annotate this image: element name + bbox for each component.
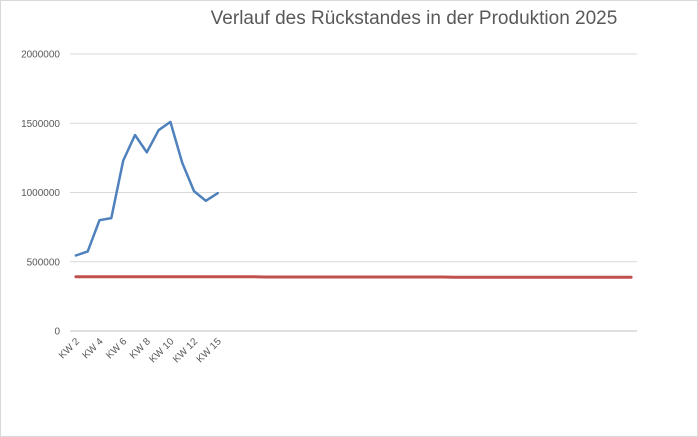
y-tick-label: 0 — [54, 327, 60, 338]
series-line-2 — [74, 275, 633, 279]
x-tick-label: KW 10 — [148, 336, 177, 365]
x-tick-label: KW 4 — [81, 336, 106, 361]
y-tick-label: 500000 — [27, 257, 61, 268]
y-tick-label: 1500000 — [21, 119, 60, 130]
x-tick-label: KW 2 — [57, 336, 82, 361]
series-line-1 — [74, 120, 219, 257]
chart-title: Verlauf des Rückstandes in der Produktio… — [210, 8, 618, 29]
y-tick-label: 1000000 — [21, 188, 60, 199]
x-tick-label: KW 15 — [195, 336, 224, 365]
y-tick-label: 2000000 — [21, 50, 60, 61]
x-tick-label: KW 6 — [104, 336, 129, 361]
x-tick-label: KW 12 — [171, 336, 200, 365]
